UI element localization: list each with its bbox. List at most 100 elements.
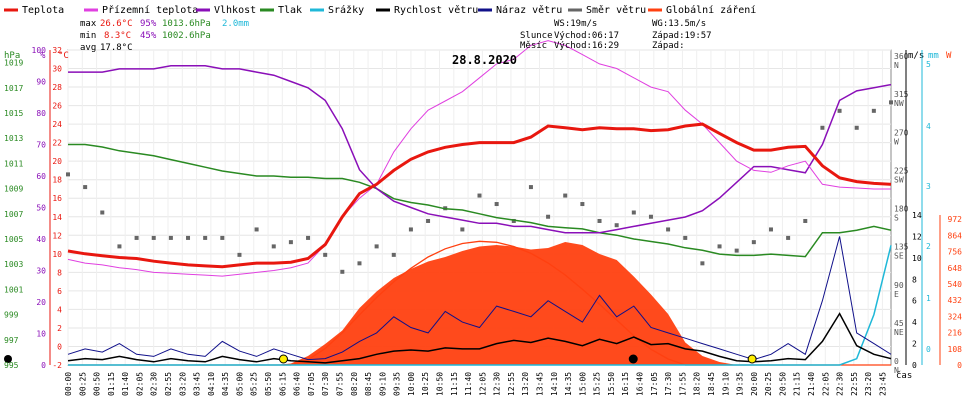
stat-min-hum: 45% <box>140 31 157 41</box>
tick-x: 00:25 <box>78 372 87 396</box>
tick-x: 20:50 <box>778 372 787 396</box>
axis-title-pct: % <box>40 51 46 61</box>
tick-dir: 90 E <box>894 281 904 299</box>
point-wind-direction <box>820 125 825 130</box>
tick-x: 06:15 <box>278 372 287 396</box>
point-wind-direction <box>528 185 533 190</box>
tick-ms-top: 3 <box>926 182 931 191</box>
tick-temp: 18 <box>52 176 62 185</box>
point-wind-direction <box>511 218 516 223</box>
tick-pct: 80 <box>36 109 46 118</box>
tick-ms: 0 <box>912 361 917 370</box>
tick-temp: 22 <box>52 139 62 148</box>
tick-temp: 6 <box>57 287 62 296</box>
stat-max-rain: 2.0mm <box>222 19 249 29</box>
tick-hpa: 999 <box>4 311 19 320</box>
stat-max-hum: 95% <box>140 19 157 29</box>
legend-label-rad: Globální záření <box>666 4 756 16</box>
point-wind-direction <box>237 252 242 257</box>
tick-hpa: 1009 <box>4 185 23 194</box>
point-wind-direction <box>546 214 551 219</box>
tick-x: 07:55 <box>335 372 344 396</box>
tick-temp: 4 <box>57 305 62 314</box>
tick-x: 19:35 <box>736 372 745 396</box>
tick-x: 00:50 <box>93 372 102 396</box>
tick-x: 07:05 <box>307 372 316 396</box>
tick-dir: 135 SE <box>894 243 909 261</box>
tick-pct: 60 <box>36 172 46 181</box>
series-rain <box>68 245 892 366</box>
tick-w: 216 <box>948 329 963 338</box>
info-sunset: Západ:19:57 <box>652 31 712 41</box>
point-wind-direction <box>614 223 619 228</box>
tick-temp: 10 <box>52 250 62 259</box>
tick-ms: 14 <box>912 211 922 220</box>
tick-x: 11:15 <box>450 372 459 396</box>
tick-x: 15:25 <box>593 372 602 396</box>
stats-block: max 26.6°C 95% 1013.6hPa 2.0mm min 8.3°C… <box>80 19 249 53</box>
axis-title-time: čas <box>896 370 912 381</box>
axis-title-hpa: hPa <box>4 51 20 61</box>
tick-hpa: 1007 <box>4 210 23 219</box>
tick-x: 07:30 <box>321 372 330 396</box>
tick-x: 10:25 <box>421 372 430 396</box>
point-wind-direction <box>254 227 259 232</box>
moon-marker-left <box>4 355 12 363</box>
stat-max-temp: 26.6°C <box>100 19 133 29</box>
info-ws: WS:19m/s <box>554 19 597 29</box>
tick-pct: 30 <box>36 267 46 276</box>
stat-min-temp: 8.3°C <box>104 31 131 41</box>
stat-min-press: 1002.6hPa <box>162 31 211 41</box>
tick-x: 12:30 <box>493 372 502 396</box>
point-wind-direction <box>837 108 842 113</box>
axis-title-temp: °C <box>58 51 69 61</box>
tick-x: 08:45 <box>364 372 373 396</box>
tick-pct: 70 <box>36 141 46 150</box>
legend-label-temp: Teplota <box>22 5 64 16</box>
point-wind-direction <box>83 185 88 190</box>
tick-x: 15:00 <box>578 372 587 396</box>
tick-x: 18:45 <box>707 372 716 396</box>
tick-x: 22:05 <box>821 372 830 396</box>
point-wind-direction <box>854 125 859 130</box>
info-moon-label: Měsíc <box>520 41 547 51</box>
tick-temp: 24 <box>52 120 62 129</box>
point-wind-direction <box>580 202 585 207</box>
tick-x: 12:05 <box>478 372 487 396</box>
legend-label-rain: Srážky <box>328 4 364 16</box>
tick-w: 540 <box>948 280 963 289</box>
tick-dir: 315 NW <box>894 90 909 108</box>
tick-x: 22:55 <box>850 372 859 396</box>
legend-label-hum: Vlhkost <box>214 5 256 16</box>
point-wind-direction <box>631 210 636 215</box>
tick-w: 648 <box>948 264 963 273</box>
info-moonset: Západ: <box>652 41 685 51</box>
tick-x: 10:00 <box>407 372 416 396</box>
tick-temp: 26 <box>52 102 62 111</box>
axis-title-mm: mm <box>928 51 939 61</box>
tick-x: 03:45 <box>193 372 202 396</box>
tick-x: 13:20 <box>521 372 530 396</box>
point-wind-direction <box>889 100 893 105</box>
tick-ms-top: 5 <box>926 60 931 69</box>
tick-temp: 30 <box>52 65 62 74</box>
tick-w: 108 <box>948 345 963 354</box>
tick-x: 21:40 <box>807 372 816 396</box>
point-wind-direction <box>734 248 739 253</box>
tick-pct: 10 <box>36 330 46 339</box>
tick-x: 04:35 <box>221 372 230 396</box>
series-ground-temperature <box>67 40 891 277</box>
point-wind-direction <box>460 227 465 232</box>
tick-w: 972 <box>948 215 963 224</box>
info-sunrise: Východ:06:17 <box>554 31 619 41</box>
tick-x: 13:45 <box>536 372 545 396</box>
legend-label-dir: Směr větru <box>586 4 646 16</box>
tick-hpa: 1019 <box>4 59 23 68</box>
moonrise-marker <box>628 354 638 364</box>
tick-x: 05:00 <box>235 372 244 396</box>
tick-pct: 40 <box>36 235 46 244</box>
point-wind-direction <box>100 210 105 215</box>
tick-hpa: 995 <box>4 361 19 370</box>
series-pressure <box>68 143 892 258</box>
